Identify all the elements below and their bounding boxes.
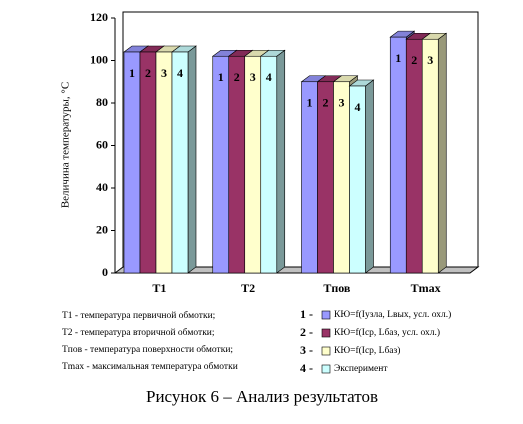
bar [171,51,189,274]
bar-label: 1 [218,70,224,84]
bar-side [276,49,286,274]
bar [389,36,407,274]
bar [333,81,350,274]
bar-side [437,32,447,274]
x-tick-label: T2 [241,281,255,295]
bar-label: 2 [145,66,151,80]
bar [349,85,366,274]
legend-label: КЮ=f(Iузла, Lвых, усл. охл.) [334,309,451,320]
y-tick-label: 120 [90,10,108,24]
bar-label: 2 [411,53,417,67]
bar-label: 3 [427,53,433,67]
bar [212,55,230,274]
bar-label: 1 [395,51,401,65]
x-tick-label: Tmax [411,281,441,295]
y-tick-label: 20 [96,222,108,236]
legend-label: Эксперимент [334,364,388,374]
bar-side [365,79,374,274]
legend-label: КЮ=f(Icp, Lбаз, усл. охл.) [334,327,440,338]
bar [123,51,141,274]
y-tick-label: 0 [102,265,108,279]
bar-label: 2 [234,70,240,84]
bar [301,81,318,274]
bar-label: 4 [177,66,183,80]
note: Tпов - температура поверхности обмотки; [62,344,233,355]
bar [139,51,157,274]
bar [228,55,246,274]
bar-label: 3 [339,96,345,110]
x-tick-label: Tпов [323,281,351,295]
y-tick-label: 100 [90,52,108,66]
note: T2 - температура вторичной обмотки; [62,327,215,338]
legend-number: 2 - [300,325,313,339]
bar-label: 1 [307,96,313,110]
legend-number: 4 - [300,361,313,375]
bar-label: 3 [250,70,256,84]
bar-side [187,45,197,274]
legend-swatch [321,328,331,338]
bar [244,55,262,274]
legend-swatch [321,310,331,320]
bar-label: 4 [266,70,272,84]
legend-number: 3 - [300,343,313,357]
bar [155,51,173,274]
bar-label: 2 [323,96,329,110]
bar-label: 1 [129,66,135,80]
bar-label: 4 [355,100,361,114]
caption: Рисунок 6 – Анализ результатов [146,387,378,406]
legend-number: 1 - [300,307,313,321]
bar [421,38,439,274]
bar-label: 3 [161,66,167,80]
x-tick-label: T1 [152,281,166,295]
y-tick-label: 40 [96,180,108,194]
note: T1 - температура первичной обмотки; [62,310,215,321]
y-tick-label: 80 [96,95,108,109]
y-tick-label: 60 [96,137,108,151]
bar [317,81,334,274]
y-axis-label: Величина температуры, °С [60,82,72,208]
legend-swatch [321,346,331,356]
legend-swatch [321,364,331,374]
note: Tmax - максимальная температура обмотки [62,361,238,372]
bar [405,38,423,274]
bar [260,55,278,274]
legend-label: КЮ=f(Icp, Lбаз) [334,345,400,356]
